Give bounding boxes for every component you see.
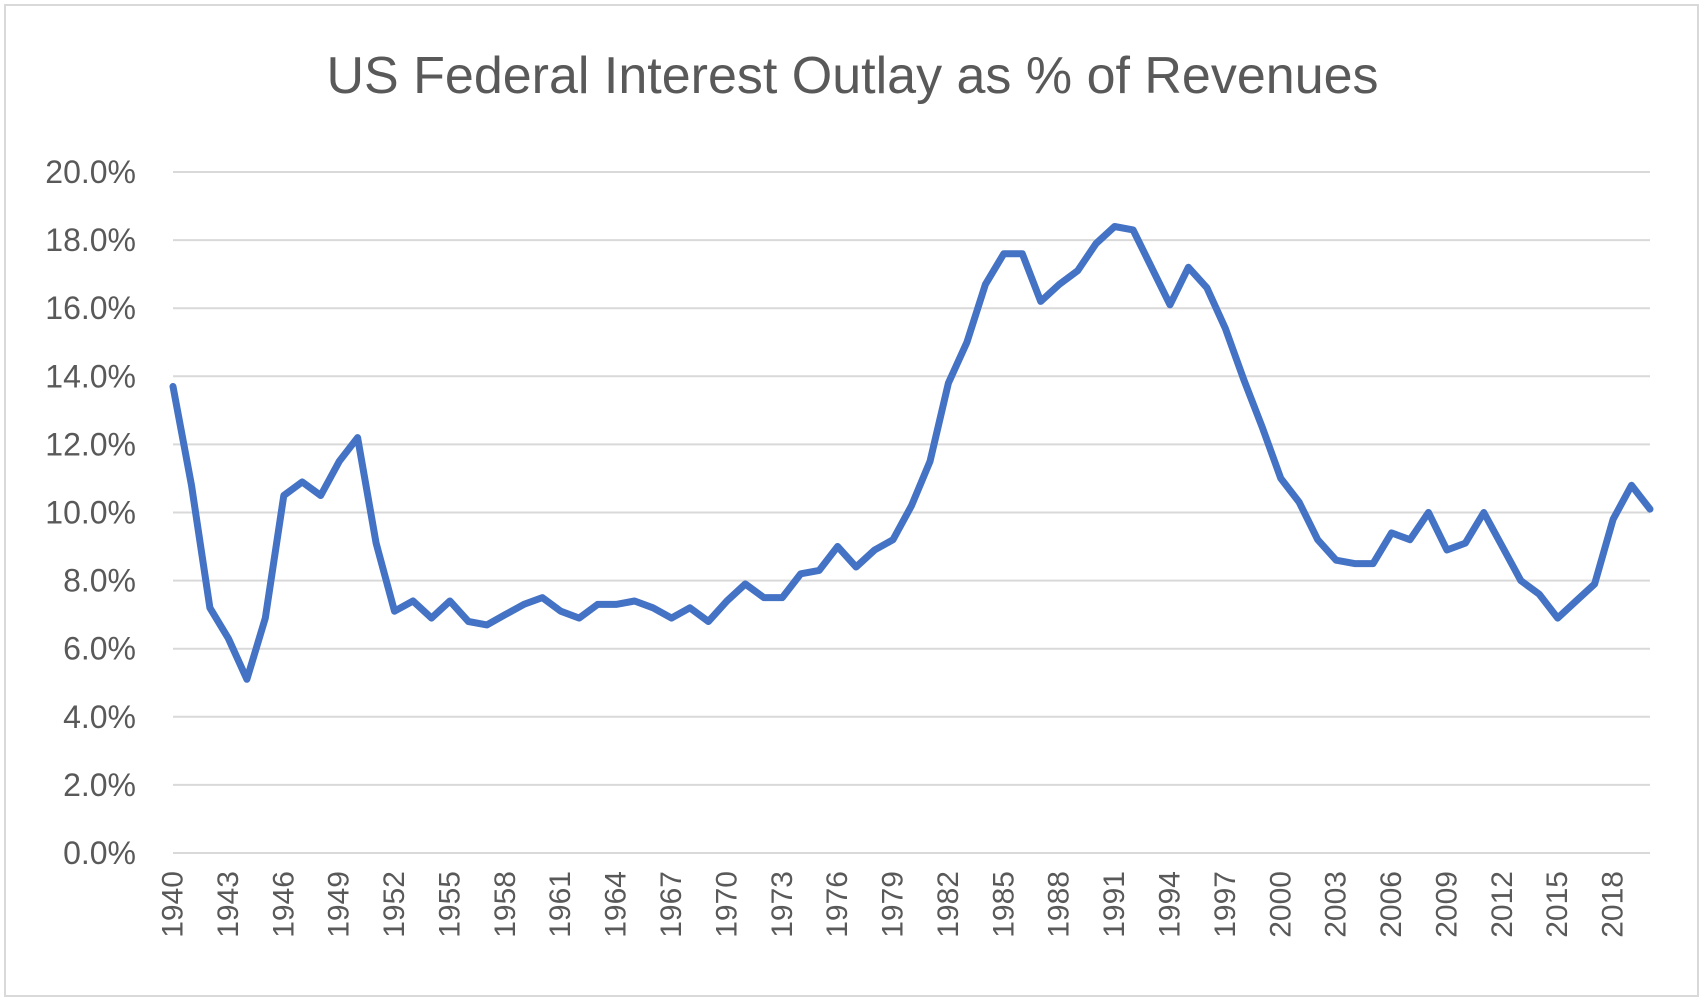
y-tick-label: 8.0% (63, 563, 136, 599)
y-tick-label: 14.0% (45, 358, 136, 394)
x-tick-label: 1952 (378, 871, 411, 938)
x-tick-label: 1991 (1098, 871, 1131, 938)
x-tick-label: 2015 (1541, 871, 1574, 938)
y-tick-label: 20.0% (45, 154, 136, 190)
x-tick-label: 1943 (212, 871, 245, 938)
x-tick-label: 1988 (1043, 871, 1076, 938)
y-tick-label: 2.0% (63, 767, 136, 803)
y-tick-label: 4.0% (63, 699, 136, 735)
x-tick-label: 1970 (710, 871, 743, 938)
x-tick-label: 2003 (1320, 871, 1353, 938)
x-axis-ticks: 1940 1943 1946 1949 1952 1955 1958 1961 1964 1967… (157, 871, 1630, 938)
x-tick-label: 1979 (877, 871, 910, 938)
y-tick-label: 10.0% (45, 495, 136, 531)
x-tick-label: 1940 (157, 871, 190, 938)
x-tick-label: 2006 (1375, 871, 1408, 938)
x-tick-label: 1961 (544, 871, 577, 938)
x-tick-label: 1946 (267, 871, 300, 938)
x-tick-label: 2012 (1486, 871, 1519, 938)
x-tick-label: 1949 (323, 871, 356, 938)
x-tick-label: 1985 (987, 871, 1020, 938)
y-tick-label: 16.0% (45, 290, 136, 326)
series-line-0 (169, 223, 1654, 683)
y-axis-ticks: 0.0% 2.0% 4.0% 6.0% 8.0% 10.0% 12.0% 14.0% 16.0%… (45, 154, 136, 871)
y-tick-label: 0.0% (63, 835, 136, 871)
x-tick-label: 1967 (655, 871, 688, 938)
y-tick-label: 18.0% (45, 222, 136, 258)
x-tick-label: 1958 (489, 871, 522, 938)
x-tick-label: 2000 (1264, 871, 1297, 938)
x-tick-label: 1955 (433, 871, 466, 938)
x-tick-label: 1997 (1209, 871, 1242, 938)
y-tick-label: 12.0% (45, 426, 136, 462)
x-tick-label: 1976 (821, 871, 854, 938)
x-tick-label: 1982 (932, 871, 965, 938)
chart-title: US Federal Interest Outlay as % of Reven… (326, 47, 1379, 105)
series-layer (169, 223, 1654, 683)
x-tick-label: 1973 (766, 871, 799, 938)
x-tick-label: 2018 (1597, 871, 1630, 938)
x-tick-label: 1994 (1153, 871, 1186, 938)
x-tick-label: 1964 (600, 871, 633, 938)
x-tick-label: 2009 (1430, 871, 1463, 938)
y-tick-label: 6.0% (63, 631, 136, 667)
